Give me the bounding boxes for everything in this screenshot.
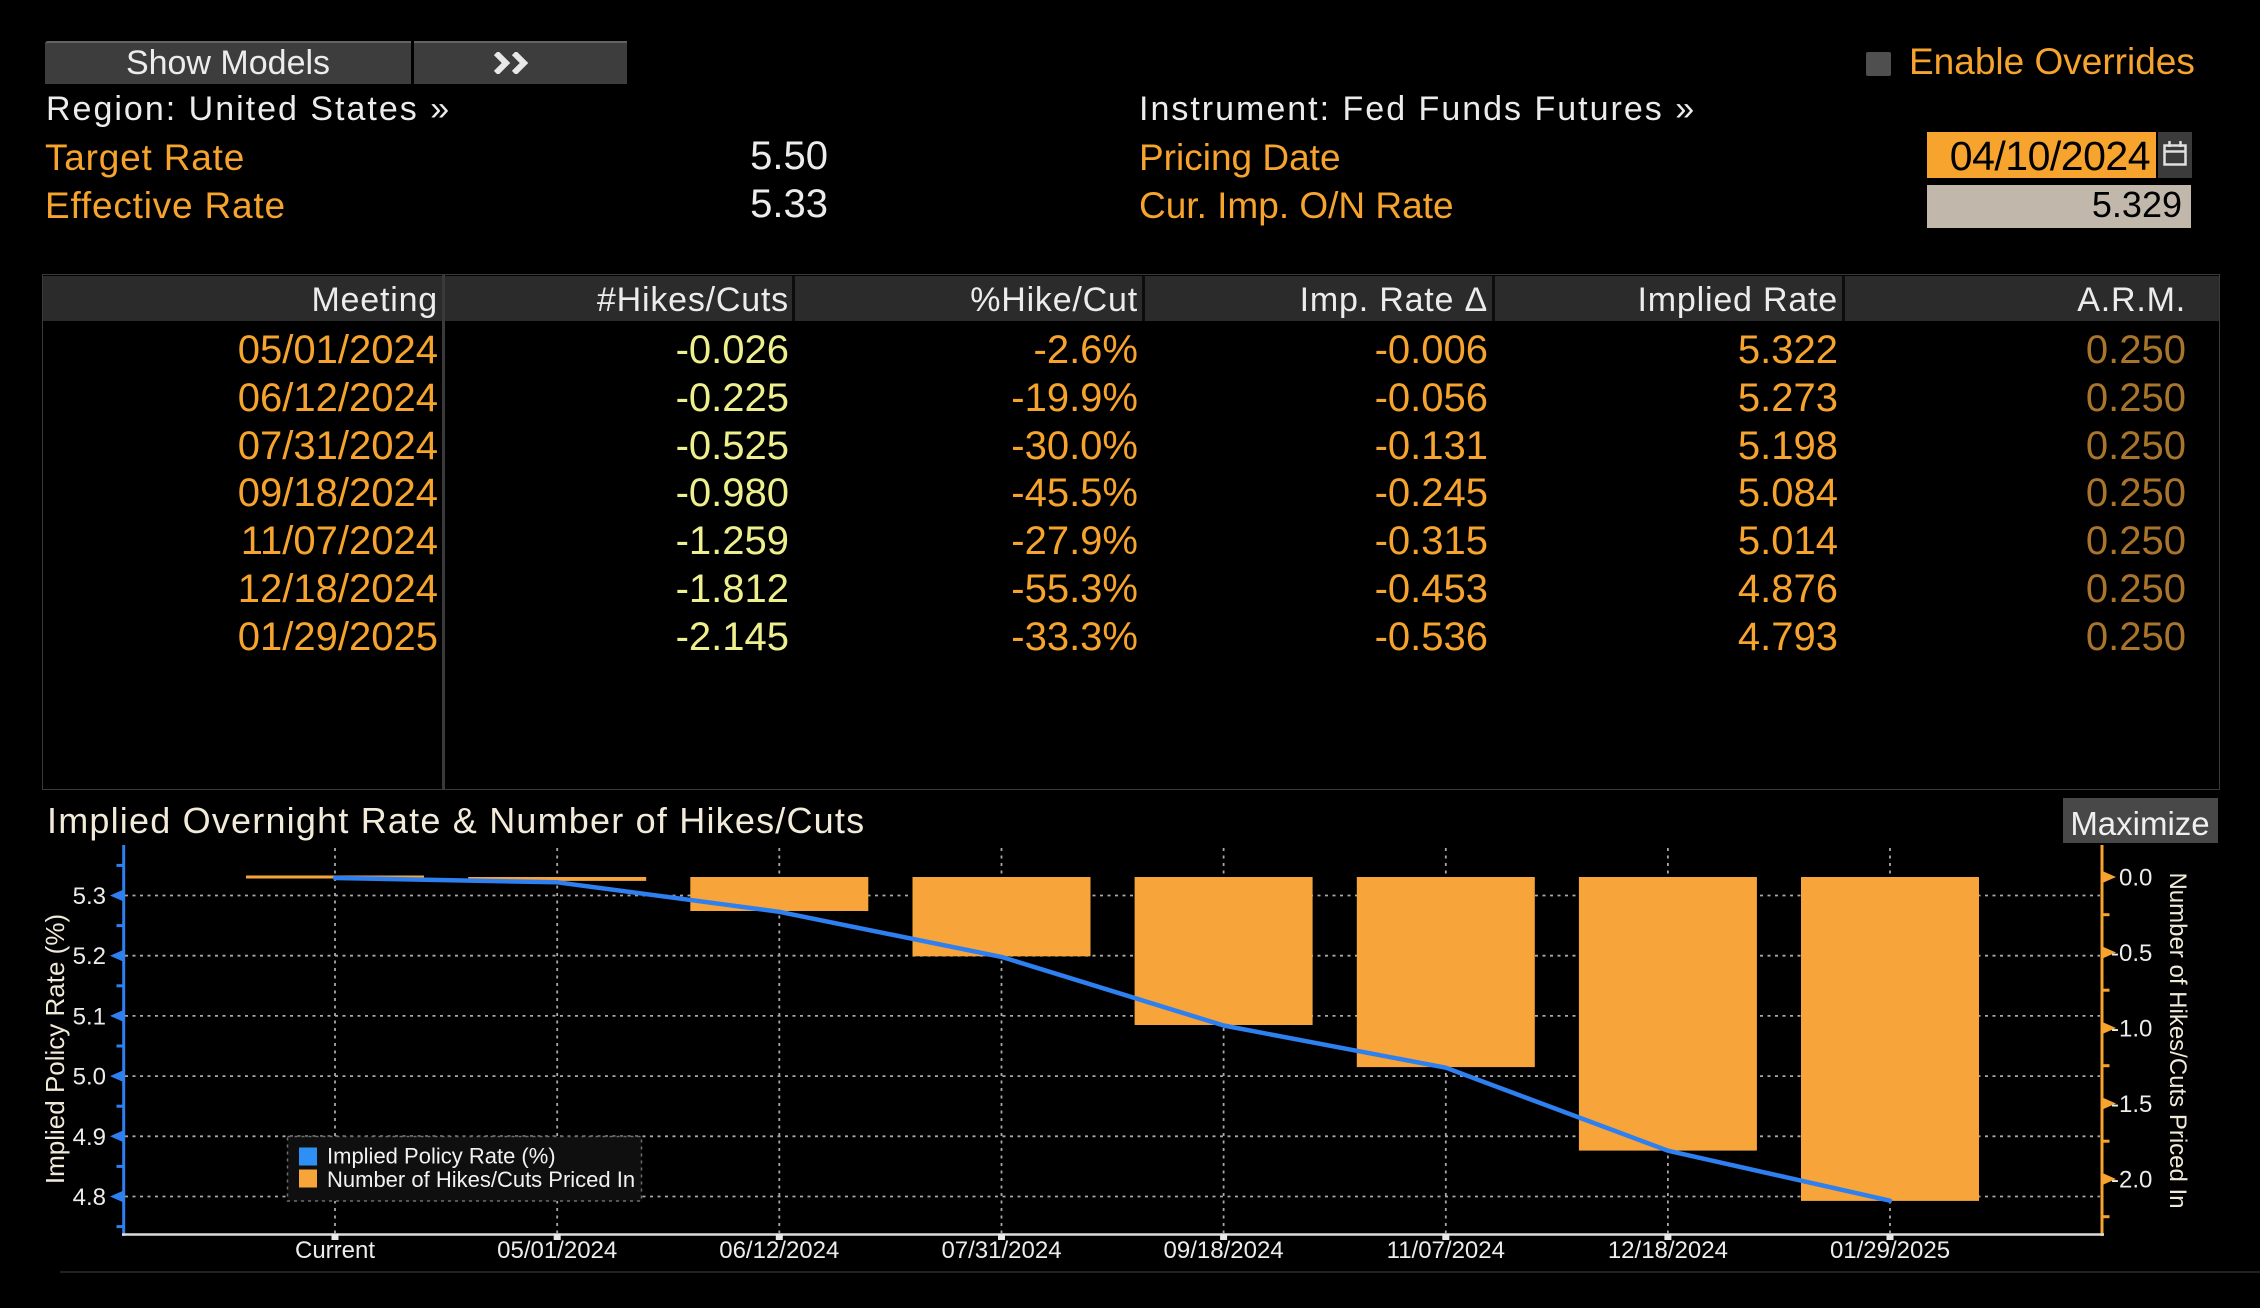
svg-text:Number of Hikes/Cuts Priced In: Number of Hikes/Cuts Priced In <box>2164 872 2191 1208</box>
svg-text:Current: Current <box>295 1237 375 1264</box>
svg-text:4.8: 4.8 <box>73 1184 106 1211</box>
svg-text:Implied Policy Rate (%): Implied Policy Rate (%) <box>327 1144 556 1169</box>
svg-text:0.0: 0.0 <box>2119 865 2152 892</box>
svg-text:09/18/2024: 09/18/2024 <box>1164 1237 1284 1264</box>
svg-text:12/18/2024: 12/18/2024 <box>1608 1237 1728 1264</box>
svg-text:5.1: 5.1 <box>73 1003 106 1030</box>
svg-text:-1.5: -1.5 <box>2111 1091 2152 1118</box>
svg-text:5.2: 5.2 <box>73 943 106 970</box>
svg-text:4.9: 4.9 <box>73 1124 106 1151</box>
svg-text:11/07/2024: 11/07/2024 <box>1387 1237 1505 1264</box>
svg-text:05/01/2024: 05/01/2024 <box>497 1237 617 1264</box>
svg-text:Maximize: Maximize <box>2070 805 2209 842</box>
svg-text:07/31/2024: 07/31/2024 <box>941 1237 1061 1264</box>
svg-text:-1.0: -1.0 <box>2111 1016 2152 1043</box>
svg-text:Implied Policy Rate (%): Implied Policy Rate (%) <box>40 914 70 1184</box>
svg-text:Implied Overnight Rate & Numbe: Implied Overnight Rate & Number of Hikes… <box>47 800 865 841</box>
svg-text:Number of Hikes/Cuts Priced In: Number of Hikes/Cuts Priced In <box>327 1167 635 1192</box>
svg-text:5.0: 5.0 <box>73 1064 106 1091</box>
svg-text:-0.5: -0.5 <box>2111 940 2152 967</box>
svg-text:-2.0: -2.0 <box>2111 1167 2152 1194</box>
svg-text:5.3: 5.3 <box>73 883 106 910</box>
svg-text:01/29/2025: 01/29/2025 <box>1830 1237 1950 1264</box>
svg-text:06/12/2024: 06/12/2024 <box>719 1237 839 1264</box>
